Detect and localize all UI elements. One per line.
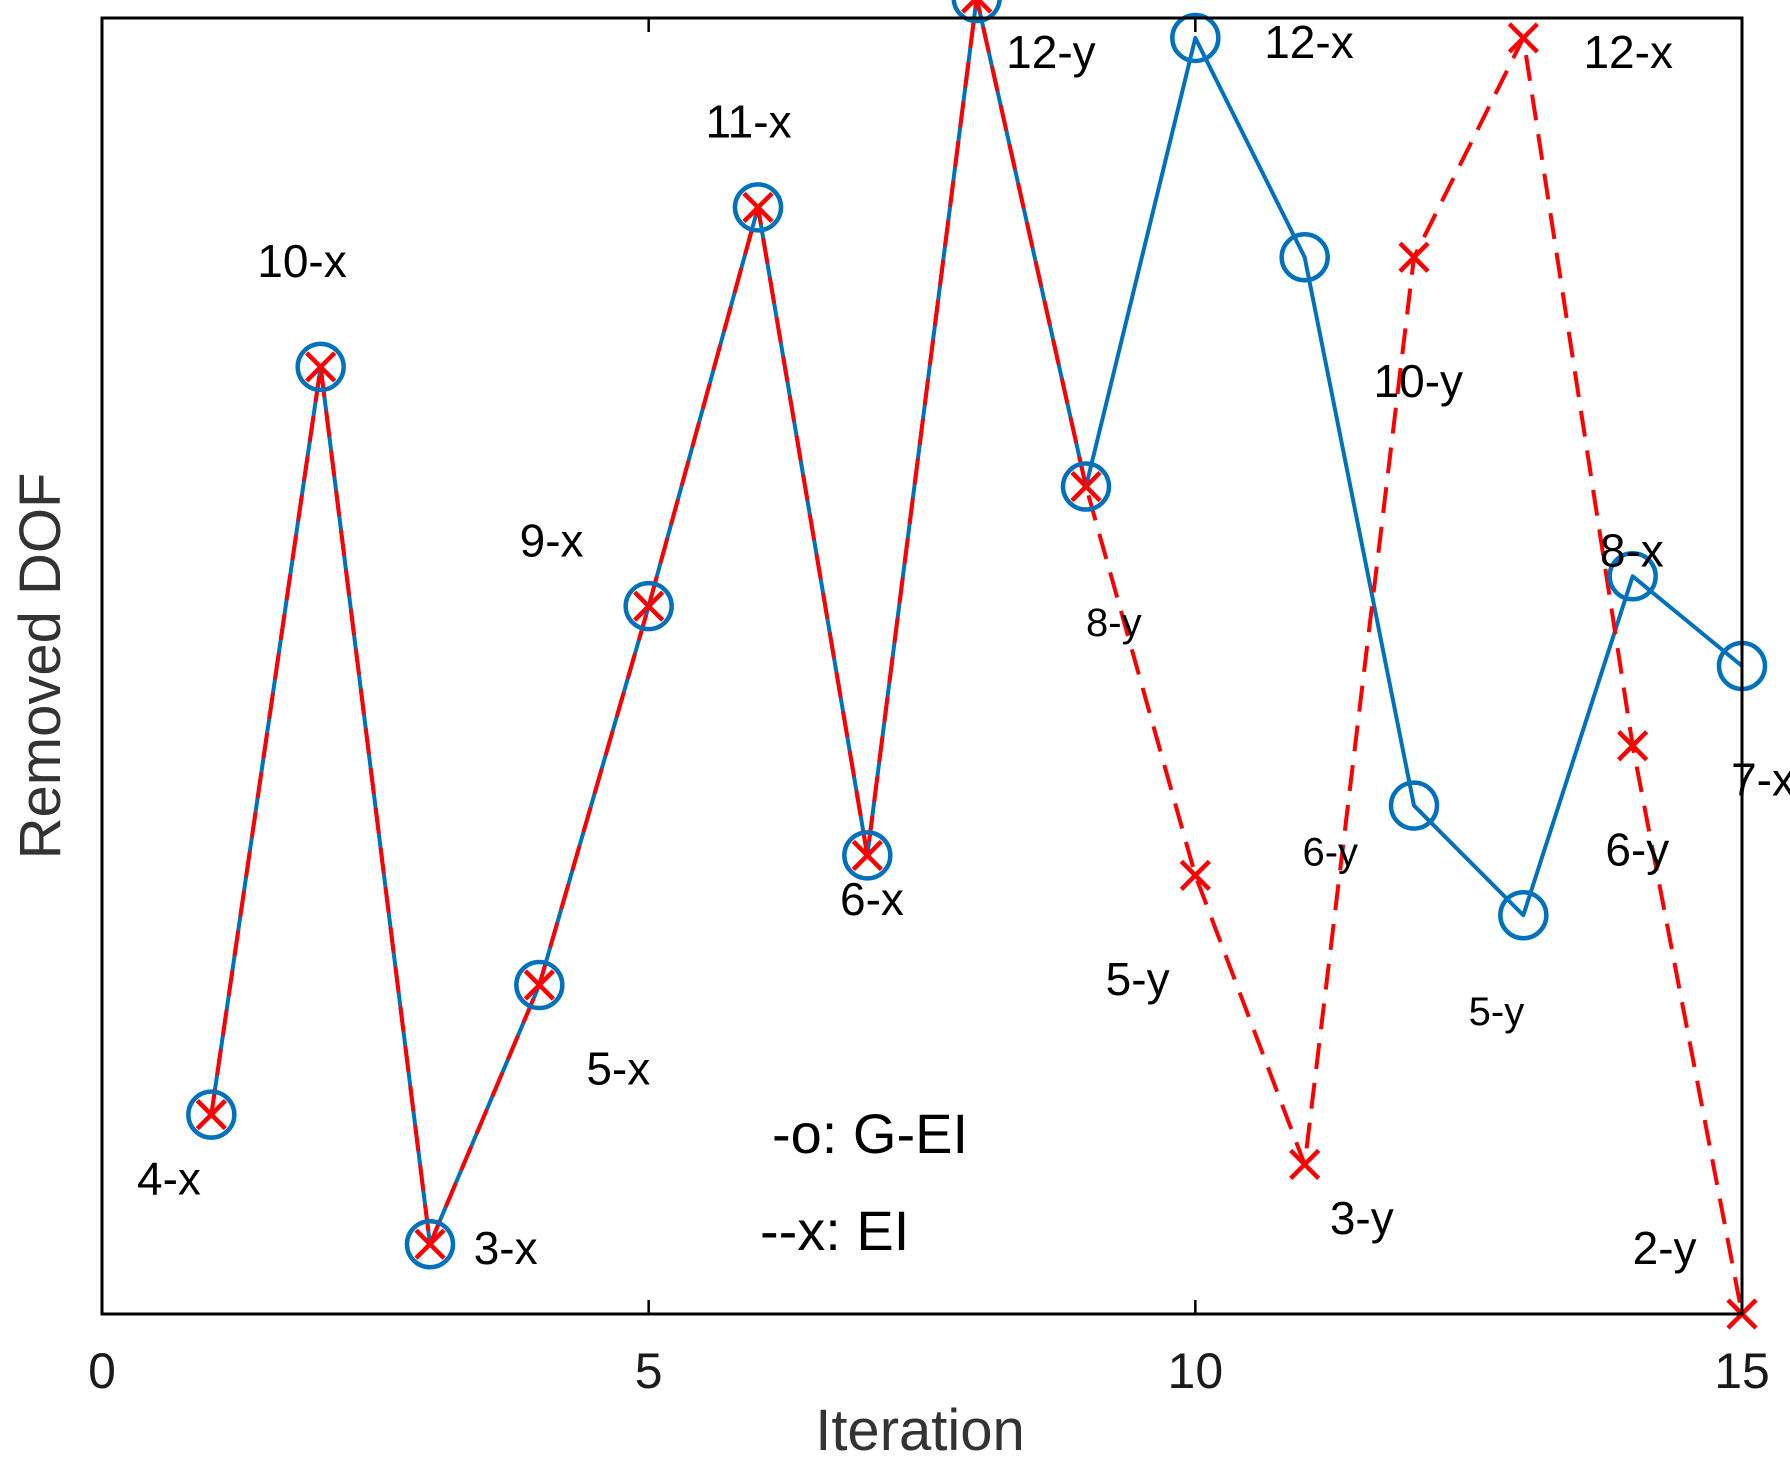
ei-marker-stroke <box>523 969 555 1001</box>
ei-marker-4 <box>523 969 555 1001</box>
point-annotation: 6-y <box>1302 830 1358 874</box>
y-axis-title: Removed DOF <box>8 473 73 860</box>
x-tick-label: 10 <box>1168 1343 1224 1399</box>
tick-layer: 0 5 10 15 <box>88 18 1770 1399</box>
ei-marker-11 <box>1289 1148 1321 1181</box>
point-annotation: 9-x <box>520 514 584 566</box>
point-annotation: 12-x <box>1264 16 1353 68</box>
point-annotation: 8-y <box>1086 601 1142 645</box>
legend-text-g-ei: -o: G-EI <box>772 1102 968 1165</box>
point-annotation: 5-y <box>1106 953 1170 1005</box>
point-annotation: 6-y <box>1605 823 1669 875</box>
point-annotation: 7-x <box>1731 754 1790 806</box>
ei-marker-stroke <box>633 590 665 622</box>
g-ei-marker-5 <box>623 580 674 632</box>
ei-marker-stroke <box>1289 1148 1321 1181</box>
g-ei-marker-6 <box>732 182 784 233</box>
ei-marker-3 <box>414 1228 446 1260</box>
ei-marker-stroke <box>1070 470 1102 503</box>
g-ei-marker-8 <box>951 0 1002 24</box>
ei-marker-stroke <box>195 1099 227 1131</box>
ei-marker-2 <box>305 351 337 383</box>
g-ei-marker-3 <box>404 1218 456 1270</box>
x-tick-label: 5 <box>635 1343 663 1399</box>
point-annotation: 5-y <box>1469 990 1525 1034</box>
ei-marker-stroke <box>851 839 883 872</box>
series-g-ei-layer <box>209 0 1744 1315</box>
g-ei-marker-11 <box>1279 232 1330 283</box>
ei-marker-stroke <box>1617 730 1649 762</box>
g-ei-marker-10 <box>1170 12 1221 64</box>
g-ei-marker-9 <box>1060 461 1112 512</box>
x-tick-label: 15 <box>1714 1343 1770 1399</box>
point-annotation: 12-x <box>1583 26 1672 78</box>
ei-marker-stroke <box>1398 241 1430 273</box>
ei-marker-stroke <box>961 0 978 14</box>
g-ei-marker-2 <box>295 341 346 393</box>
point-annotation: 8-x <box>1600 524 1664 576</box>
point-annotation: 3-x <box>474 1222 538 1274</box>
ei-marker-stroke <box>975 0 993 14</box>
ei-marker-stroke <box>414 1228 446 1260</box>
ei-marker-stroke <box>1179 859 1211 891</box>
g-ei-marker-12 <box>1388 780 1440 831</box>
ei-marker-stroke <box>1507 22 1539 54</box>
ei-marker-7 <box>851 839 883 872</box>
ei-marker-14 <box>1617 730 1649 762</box>
ei-marker-9 <box>1070 470 1102 503</box>
x-tick-label: 0 <box>88 1343 116 1399</box>
g-ei-marker-7 <box>842 830 893 881</box>
point-annotation: 11-x <box>706 96 792 148</box>
series-ei-line <box>209 0 1744 1315</box>
ei-marker-1 <box>195 1099 227 1131</box>
point-annotation: 2-y <box>1633 1222 1697 1274</box>
ei-marker-6 <box>742 191 774 224</box>
g-ei-marker-13 <box>1498 889 1549 941</box>
point-annotation: 6-x <box>840 873 904 925</box>
point-annotation: 12-y <box>1006 26 1095 78</box>
ei-marker-8 <box>961 0 993 14</box>
ei-marker-stroke <box>742 191 774 224</box>
point-annotation: 10-x <box>257 235 346 287</box>
point-annotation: 10-y <box>1374 355 1463 407</box>
g-ei-marker-4 <box>514 959 565 1011</box>
ei-marker-13 <box>1507 22 1539 54</box>
ei-marker-5 <box>633 590 665 622</box>
ei-marker-12 <box>1398 241 1430 273</box>
point-annotation: 3-y <box>1330 1192 1394 1244</box>
ei-marker-stroke <box>305 351 337 383</box>
point-annotation: 4-x <box>137 1152 201 1204</box>
legend-text-ei: --x: EI <box>760 1199 909 1262</box>
plot-frame <box>100 16 1744 1316</box>
g-ei-marker-14 <box>1607 551 1658 602</box>
annotation-layer: 4-x 10-x 3-x 5-x 9-x 11-x 6-x 12-y 8-y 12-x 12-x 10… <box>137 16 1790 1274</box>
point-annotation: 5-x <box>586 1043 650 1095</box>
g-ei-marker-1 <box>186 1089 237 1140</box>
x-axis-title: Iteration <box>815 1398 1025 1463</box>
ei-marker-10 <box>1179 859 1211 891</box>
